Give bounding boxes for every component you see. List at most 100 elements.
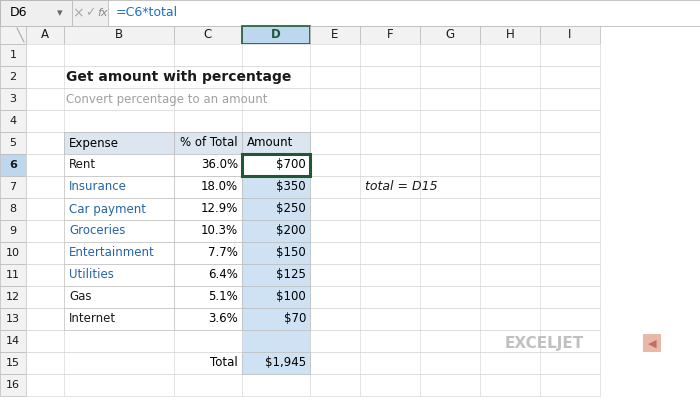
Text: 7: 7: [9, 182, 17, 192]
Bar: [242, 242, 310, 264]
Text: $70: $70: [284, 312, 306, 326]
Text: 10: 10: [6, 248, 20, 258]
Bar: [26, 352, 600, 374]
Bar: [174, 132, 242, 154]
Text: D6: D6: [10, 6, 27, 20]
Text: 6.4%: 6.4%: [208, 268, 238, 282]
Bar: [26, 44, 600, 396]
Text: Groceries: Groceries: [69, 224, 125, 238]
Text: 12: 12: [6, 292, 20, 302]
Text: ×: ×: [72, 6, 84, 20]
Bar: [242, 198, 310, 220]
Bar: [64, 220, 174, 242]
Text: 15: 15: [6, 358, 20, 368]
Bar: [360, 26, 420, 44]
Bar: [480, 26, 540, 44]
Text: Get amount with percentage: Get amount with percentage: [66, 70, 291, 84]
Text: 12.9%: 12.9%: [201, 202, 238, 216]
Text: Internet: Internet: [69, 312, 116, 326]
Bar: [64, 132, 174, 154]
Bar: [64, 264, 174, 286]
Bar: [26, 242, 600, 264]
Text: 3.6%: 3.6%: [209, 312, 238, 326]
Bar: [0, 154, 26, 176]
Bar: [0, 110, 26, 132]
Bar: [26, 88, 600, 110]
Bar: [540, 26, 600, 44]
Text: Car payment: Car payment: [69, 202, 146, 216]
Bar: [64, 242, 174, 264]
Bar: [0, 66, 26, 88]
Bar: [0, 286, 26, 308]
Text: 13: 13: [6, 314, 20, 324]
Text: 6: 6: [9, 160, 17, 170]
Bar: [64, 154, 174, 176]
Bar: [242, 330, 310, 352]
Text: F: F: [386, 28, 393, 42]
Bar: [72, 0, 108, 26]
Text: 14: 14: [6, 336, 20, 346]
Text: $100: $100: [276, 290, 306, 304]
Bar: [0, 352, 26, 374]
Text: 11: 11: [6, 270, 20, 280]
Text: Expense: Expense: [69, 136, 119, 150]
Bar: [26, 44, 600, 66]
Bar: [26, 132, 600, 154]
Bar: [242, 220, 310, 242]
Bar: [174, 154, 242, 176]
Bar: [174, 220, 242, 242]
Bar: [26, 110, 600, 132]
Text: 10.3%: 10.3%: [201, 224, 238, 238]
Bar: [242, 352, 310, 374]
Text: 7.7%: 7.7%: [208, 246, 238, 260]
Bar: [0, 220, 26, 242]
Text: % of Total: % of Total: [181, 136, 238, 150]
Text: $700: $700: [276, 158, 306, 172]
Text: ◀: ◀: [648, 338, 657, 348]
Bar: [242, 352, 310, 374]
Text: 36.0%: 36.0%: [201, 158, 238, 172]
Bar: [26, 154, 600, 176]
Bar: [0, 198, 26, 220]
Bar: [242, 264, 310, 286]
Text: I: I: [568, 28, 572, 42]
Bar: [242, 176, 310, 198]
Text: $250: $250: [276, 202, 306, 216]
Bar: [174, 242, 242, 264]
Text: ▾: ▾: [57, 8, 63, 18]
Text: EXCELJET: EXCELJET: [505, 336, 584, 351]
Text: A: A: [41, 28, 49, 42]
Text: $1,945: $1,945: [265, 356, 306, 370]
Text: $200: $200: [276, 224, 306, 238]
Text: Convert percentage to an amount: Convert percentage to an amount: [66, 92, 267, 106]
Text: 5: 5: [10, 138, 17, 148]
Bar: [26, 308, 600, 330]
Bar: [0, 374, 26, 396]
Bar: [0, 0, 700, 26]
Bar: [242, 132, 310, 154]
Bar: [26, 198, 600, 220]
Bar: [242, 154, 310, 176]
Text: 3: 3: [10, 94, 17, 104]
Bar: [0, 44, 26, 66]
Bar: [174, 176, 242, 198]
Text: $150: $150: [276, 246, 306, 260]
Bar: [310, 26, 360, 44]
Text: =C6*total: =C6*total: [116, 6, 178, 20]
Bar: [0, 132, 26, 154]
Text: 9: 9: [9, 226, 17, 236]
Text: 5.1%: 5.1%: [209, 290, 238, 304]
Bar: [26, 26, 64, 44]
Bar: [26, 66, 600, 88]
Bar: [0, 88, 26, 110]
Bar: [64, 176, 174, 198]
Bar: [242, 242, 310, 264]
Text: Gas: Gas: [69, 290, 92, 304]
Bar: [174, 286, 242, 308]
Bar: [64, 26, 174, 44]
Bar: [242, 198, 310, 220]
Bar: [643, 334, 661, 352]
Bar: [242, 154, 310, 176]
Bar: [242, 154, 310, 176]
Bar: [64, 286, 174, 308]
